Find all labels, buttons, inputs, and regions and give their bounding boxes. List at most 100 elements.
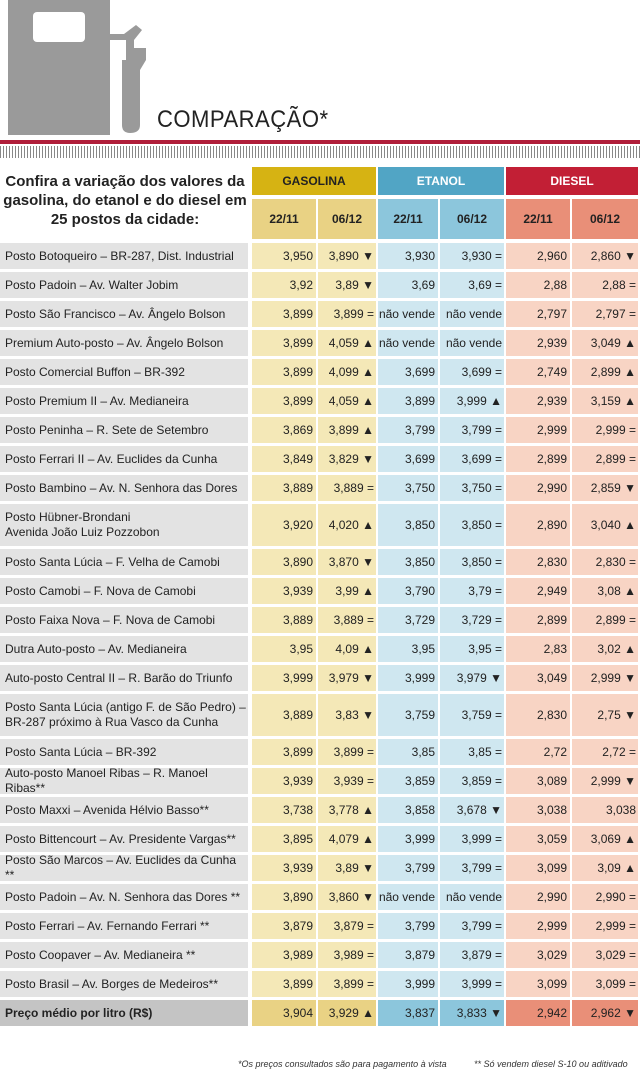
footnote-2: ** Só vendem diesel S-10 ou aditivado xyxy=(474,1059,628,1069)
station-name: Posto Santa Lúcia – F. Velha de Camobi xyxy=(0,549,248,575)
price-e1: 3,699 xyxy=(378,446,438,472)
price-d2: 3,069 ▲ xyxy=(572,826,638,852)
price-e1: 3,759 xyxy=(378,694,438,736)
price-g2: 3,929 ▲ xyxy=(318,1000,376,1026)
price-e2: 3,979 ▼ xyxy=(440,665,504,691)
price-g2: 4,020 ▲ xyxy=(318,504,376,546)
price-e2: não vende xyxy=(440,301,504,327)
price-e2: 3,833 ▼ xyxy=(440,1000,504,1026)
date-eth-2: 06/12 xyxy=(440,199,504,239)
price-e1: 3,95 xyxy=(378,636,438,662)
price-e1: 3,859 xyxy=(378,768,438,794)
price-d2: 3,09 ▲ xyxy=(572,855,638,881)
page-title: COMPARAÇÃO* xyxy=(157,106,329,133)
price-d1: 3,099 xyxy=(506,855,570,881)
price-e2: 3,850 = xyxy=(440,504,504,546)
price-g1: 3,738 xyxy=(252,797,316,823)
table-row: Auto-posto Central II – R. Barão do Triu… xyxy=(0,665,640,691)
price-d2: 2,990 = xyxy=(572,884,638,910)
price-e2: 3,879 = xyxy=(440,942,504,968)
price-e2: 3,999 = xyxy=(440,971,504,997)
table-row: Posto Ferrari – Av. Fernando Ferrari ** 3… xyxy=(0,913,640,939)
price-e1: 3,69 xyxy=(378,272,438,298)
station-name: Posto Santa Lúcia (antigo F. de São Pedr… xyxy=(0,694,248,736)
price-g2: 4,09 ▲ xyxy=(318,636,376,662)
price-d2: 2,830 = xyxy=(572,549,638,575)
station-name: Posto Botoqueiro – BR-287, Dist. Industr… xyxy=(0,243,248,269)
price-e1: não vende xyxy=(378,330,438,356)
date-eth-1: 22/11 xyxy=(378,199,438,239)
price-d2: 3,099 = xyxy=(572,971,638,997)
table-row: Posto Maxxi – Avenida Hélvio Basso** 3,73… xyxy=(0,797,640,823)
table-row: Posto São Marcos – Av. Euclides da Cunha… xyxy=(0,853,640,882)
price-d1: 2,830 xyxy=(506,694,570,736)
price-d1: 2,949 xyxy=(506,578,570,604)
fuel-pump-icon xyxy=(8,0,146,135)
price-d2: 2,899 ▲ xyxy=(572,359,638,385)
table-row: Posto Padoin – Av. Walter Jobim 3,92 3,89 … xyxy=(0,272,640,298)
price-d2: 3,159 ▲ xyxy=(572,388,638,414)
date-die-2: 06/12 xyxy=(572,199,638,239)
average-row: Preço médio por litro (R$) 3,904 3,929 ▲ 3,… xyxy=(0,1000,640,1026)
price-d1: 2,990 xyxy=(506,884,570,910)
price-g1: 3,899 xyxy=(252,739,316,765)
price-d1: 2,999 xyxy=(506,913,570,939)
price-g1: 3,895 xyxy=(252,826,316,852)
average-label: Preço médio por litro (R$) xyxy=(0,1000,248,1026)
price-g2: 3,99 ▲ xyxy=(318,578,376,604)
price-e2: 3,999 = xyxy=(440,826,504,852)
price-d1: 3,099 xyxy=(506,971,570,997)
station-name: Posto Premium II – Av. Medianeira xyxy=(0,388,248,414)
station-name: Posto Bittencourt – Av. Presidente Varga… xyxy=(0,826,248,852)
station-name: Posto Hübner-Brondani Avenida João Luiz … xyxy=(0,504,248,546)
price-d2: 3,038 xyxy=(572,797,638,823)
price-e1: 3,799 xyxy=(378,913,438,939)
table-row: Premium Auto-posto – Av. Ângelo Bolson 3,… xyxy=(0,330,640,356)
price-g2: 3,870 ▼ xyxy=(318,549,376,575)
table-row: Dutra Auto-posto – Av. Medianeira 3,95 4,0… xyxy=(0,636,640,662)
table-row: Posto Ferrari II – Av. Euclides da Cunha… xyxy=(0,446,640,472)
price-g2: 3,899 = xyxy=(318,971,376,997)
price-e2: 3,79 = xyxy=(440,578,504,604)
intro-text: Confira a variação dos valores da gasoli… xyxy=(3,173,247,228)
price-d2: 3,08 ▲ xyxy=(572,578,638,604)
price-g2: 3,89 ▼ xyxy=(318,855,376,881)
station-name: Posto Peninha – R. Sete de Setembro xyxy=(0,417,248,443)
header-etanol: ETANOL xyxy=(378,167,504,195)
price-e2: 3,759 = xyxy=(440,694,504,736)
price-e1: não vende xyxy=(378,884,438,910)
price-g2: 3,889 = xyxy=(318,475,376,501)
price-e1: 3,837 xyxy=(378,1000,438,1026)
price-d2: 2,88 = xyxy=(572,272,638,298)
station-name: Posto Ferrari II – Av. Euclides da Cunha xyxy=(0,446,248,472)
price-d1: 3,059 xyxy=(506,826,570,852)
price-e2: 3,850 = xyxy=(440,549,504,575)
station-name: Dutra Auto-posto – Av. Medianeira xyxy=(0,636,248,662)
price-d2: 2,962 ▼ xyxy=(572,1000,638,1026)
price-e1: 3,858 xyxy=(378,797,438,823)
date-die-1: 22/11 xyxy=(506,199,570,239)
price-d2: 3,029 = xyxy=(572,942,638,968)
price-g2: 3,899 = xyxy=(318,301,376,327)
table-row: Auto-posto Manoel Ribas – R. Manoel Riba… xyxy=(0,766,640,795)
price-e1: não vende xyxy=(378,301,438,327)
station-name: Premium Auto-posto – Av. Ângelo Bolson xyxy=(0,330,248,356)
price-g1: 3,989 xyxy=(252,942,316,968)
price-g2: 3,989 = xyxy=(318,942,376,968)
table-row: Posto Coopaver – Av. Medianeira ** 3,989 3… xyxy=(0,942,640,968)
price-e2: 3,85 = xyxy=(440,739,504,765)
price-d2: 3,049 ▲ xyxy=(572,330,638,356)
price-g1: 3,920 xyxy=(252,504,316,546)
price-g2: 3,860 ▼ xyxy=(318,884,376,910)
title-rule xyxy=(0,140,640,144)
price-d2: 2,999 = xyxy=(572,417,638,443)
table-row: Posto Bittencourt – Av. Presidente Varga… xyxy=(0,826,640,852)
price-e2: 3,750 = xyxy=(440,475,504,501)
price-d1: 2,83 xyxy=(506,636,570,662)
date-gas-1: 22/11 xyxy=(252,199,316,239)
table-row: Posto Santa Lúcia – F. Velha de Camobi 3,… xyxy=(0,549,640,575)
price-g2: 3,939 = xyxy=(318,768,376,794)
price-e1: 3,850 xyxy=(378,504,438,546)
price-g2: 3,889 = xyxy=(318,607,376,633)
station-name: Posto Faixa Nova – F. Nova de Camobi xyxy=(0,607,248,633)
